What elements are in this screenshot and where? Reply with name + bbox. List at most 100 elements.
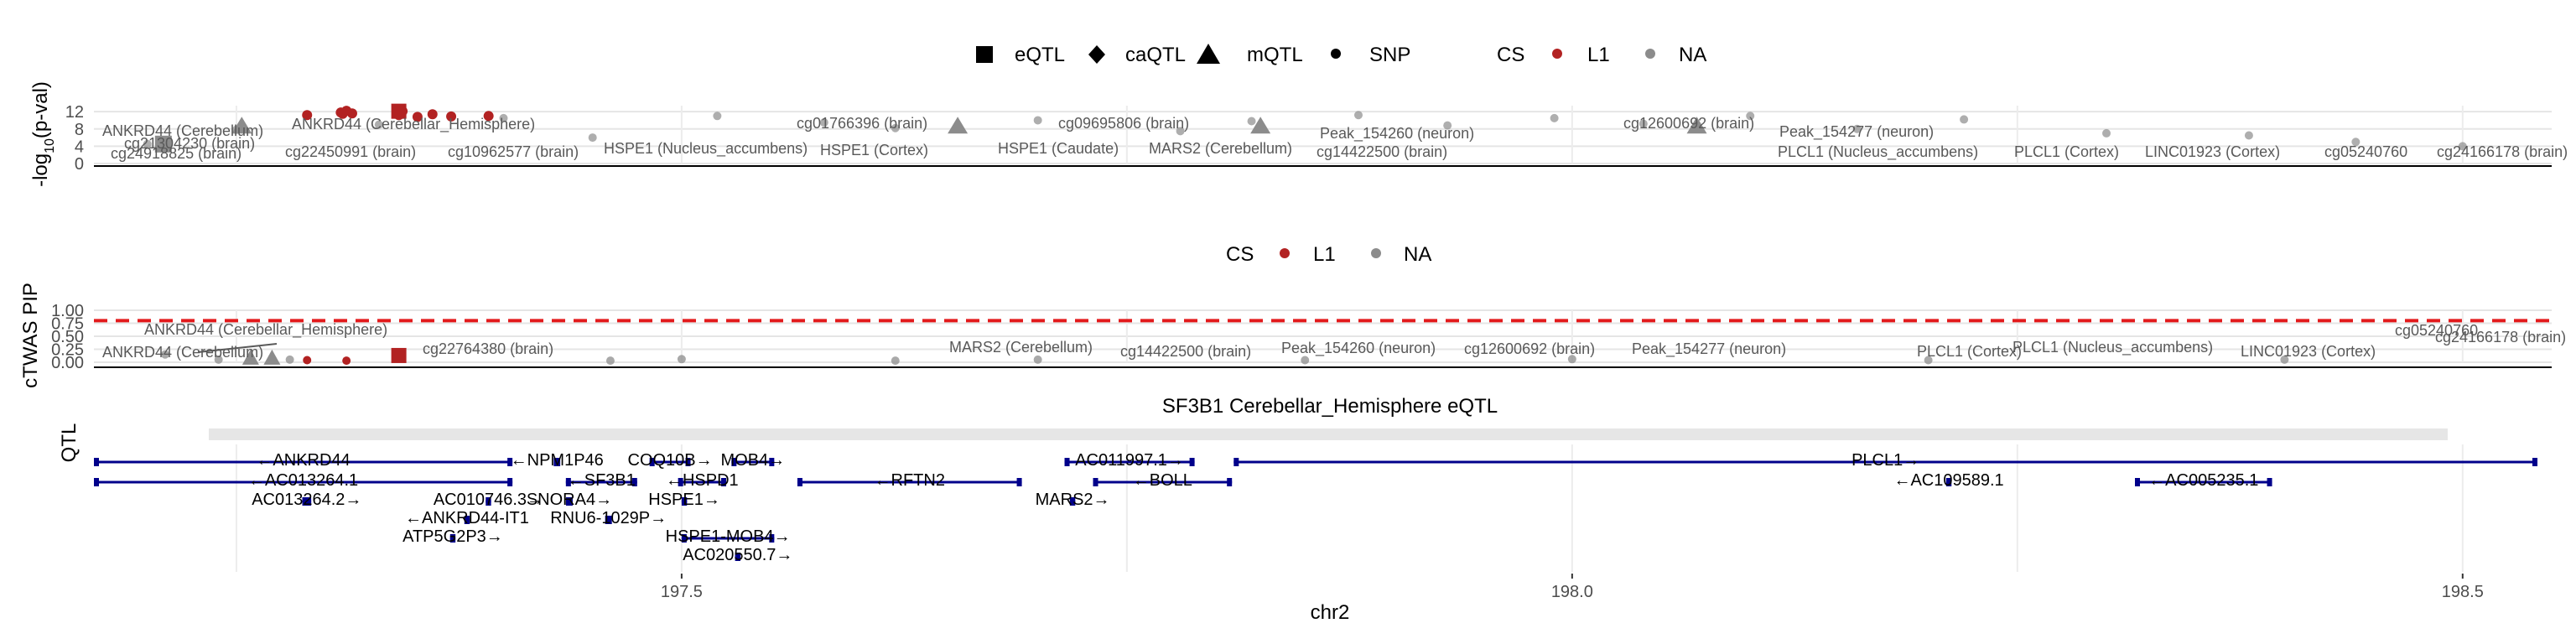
gene-label: ←AC109589.1 [1893, 471, 2003, 490]
gene-exon [631, 478, 637, 486]
pvalue-point-na [1550, 113, 1559, 122]
gene-exon [1016, 478, 1022, 486]
x-axis-title: chr2 [1311, 601, 1350, 624]
gene-exon [565, 497, 571, 506]
qtl-strip [209, 428, 2448, 440]
legend-snp-label: SNP [1369, 44, 1410, 66]
pip-point-na [160, 350, 169, 359]
pvalue-point-label: ANKRD44 (Cerebellar_Hemisphere) [292, 116, 535, 133]
pip-y-tick-label: 1.00 [51, 302, 84, 320]
x-tick-label: 197.5 [661, 583, 703, 601]
gene-exon [302, 497, 308, 506]
pvalue-point-na [2351, 138, 2360, 147]
pvalue-point-label: HSPE1 (Caudate) [998, 140, 1119, 157]
gene-exon [769, 534, 775, 543]
gene-exon [682, 497, 688, 506]
pvalue-eqtl-na [154, 135, 172, 153]
pvalue-gridlines [94, 106, 2552, 164]
pvalue-y-axis-title: -log10(p-val) [29, 81, 57, 187]
pvalue-point-l1 [483, 111, 494, 122]
gene-exon [2267, 478, 2272, 486]
legend-mqtl-triangle-icon [1197, 44, 1220, 64]
pip-point-label: MARS2 (Cerebellum) [949, 339, 1093, 356]
pvalue-point-na [1176, 127, 1185, 136]
pvalue-point-label: cg24918825 (brain) [111, 145, 242, 162]
legend-eqtl-square-icon [976, 46, 993, 63]
pvalue-point-l1 [446, 111, 457, 122]
gene-label: ←ANKRD44 [256, 451, 350, 470]
pvalue-point-label: Peak_154277 (neuron) [1779, 123, 1934, 141]
pvalue-point-na [819, 118, 828, 127]
pvalue-point-na [891, 123, 900, 132]
gene-exon [678, 478, 683, 486]
pvalue-point-na [2458, 142, 2467, 151]
legend-cs-na-dot-icon [1645, 49, 1655, 59]
gene-exon [507, 458, 513, 466]
legend-snp-dot-icon [1331, 49, 1341, 59]
gene-exon [306, 497, 312, 506]
gene-exon [1070, 497, 1076, 506]
pip-point-label: cg12600692 (brain) [1464, 340, 1595, 357]
gene-track-title: SF3B1 Cerebellar_Hemisphere eQTL [1162, 395, 1498, 418]
pip-mqtl-na [263, 349, 281, 365]
pvalue-point-label: HSPE1 (Nucleus_accumbens) [604, 140, 808, 158]
gene-exon [94, 478, 99, 486]
gene-exon [1093, 478, 1098, 486]
gene-exon [565, 478, 571, 486]
pip-point-label: PLCL1 (Nucleus_accumbens) [2012, 339, 2213, 356]
gene-exon [685, 458, 691, 466]
pvalue-point-label: cg12600692 (brain) [1623, 115, 1754, 132]
pvalue-point-na [1746, 112, 1755, 121]
qtl-strip-label: QTL [58, 423, 80, 463]
pvalue-point-label: Peak_154260 (neuron) [1320, 125, 1474, 143]
pvalue-point-na [1852, 124, 1862, 133]
pvalue-point-na [374, 120, 383, 129]
gene-exon [605, 516, 610, 524]
pip-point-label: Peak_154277 (neuron) [1632, 340, 1786, 358]
pvalue-point-label: cg22450991 (brain) [285, 143, 416, 160]
gene-exon [553, 458, 559, 466]
pip-point-na [605, 356, 615, 366]
pip-label-leader [197, 343, 278, 353]
pip-point-label: ANKRD44 (Cerebellum) [102, 344, 263, 361]
gene-label: ←HSPD1 [666, 471, 739, 490]
legend-mid-l1-dot-icon [1280, 248, 1290, 258]
pvalue-point-l1 [412, 112, 423, 122]
gene-label: RNU6-1029P→ [550, 509, 667, 527]
pvalue-points [143, 103, 2467, 153]
pvalue-point-label: PLCL1 (Nucleus_accumbens) [1778, 143, 1978, 161]
gene-exon [2532, 458, 2538, 466]
pip-point-na [214, 355, 223, 364]
pip-point-na [891, 356, 900, 366]
pvalue-point-label: LINC01923 (Cortex) [2145, 143, 2280, 160]
pip-mqtl-na [242, 349, 259, 365]
pip-points [160, 343, 2289, 366]
gene-exon [507, 478, 513, 486]
gene-exon [2135, 478, 2141, 486]
gene-label: COQ10B→ [628, 451, 713, 470]
gene-label: MARS2→ [1036, 491, 1110, 509]
pvalue-point-na [1639, 119, 1648, 128]
pip-point-l1 [303, 356, 312, 365]
pvalue-y-tick-label: 12 [65, 103, 84, 122]
pvalue-point-l1 [427, 109, 438, 120]
legend-caqtl-diamond-icon [1088, 45, 1105, 64]
pip-point-l1 [342, 356, 351, 366]
pip-point-label: Peak_154260 (neuron) [1281, 340, 1436, 357]
gene-exon [94, 458, 99, 466]
gene-label: ←RFTN2 [875, 471, 945, 490]
pvalue-point-na [2102, 128, 2111, 138]
pvalue-point-na [1443, 121, 1452, 130]
legend-caqtl-label: caQTL [1125, 44, 1186, 66]
pip-point-na [1033, 355, 1042, 364]
pvalue-point-label: cg05240760 [2324, 143, 2407, 160]
gene-label: ATP5G2P3→ [402, 527, 503, 546]
gene-exon [681, 534, 687, 543]
pvalue-point-na [588, 133, 597, 143]
pvalue-point-na [1353, 111, 1363, 120]
pvalue-point-na [1247, 117, 1256, 126]
pvalue-point-label: cg09695806 (brain) [1058, 115, 1189, 132]
gene-label: AC010746.3→ [434, 491, 543, 509]
